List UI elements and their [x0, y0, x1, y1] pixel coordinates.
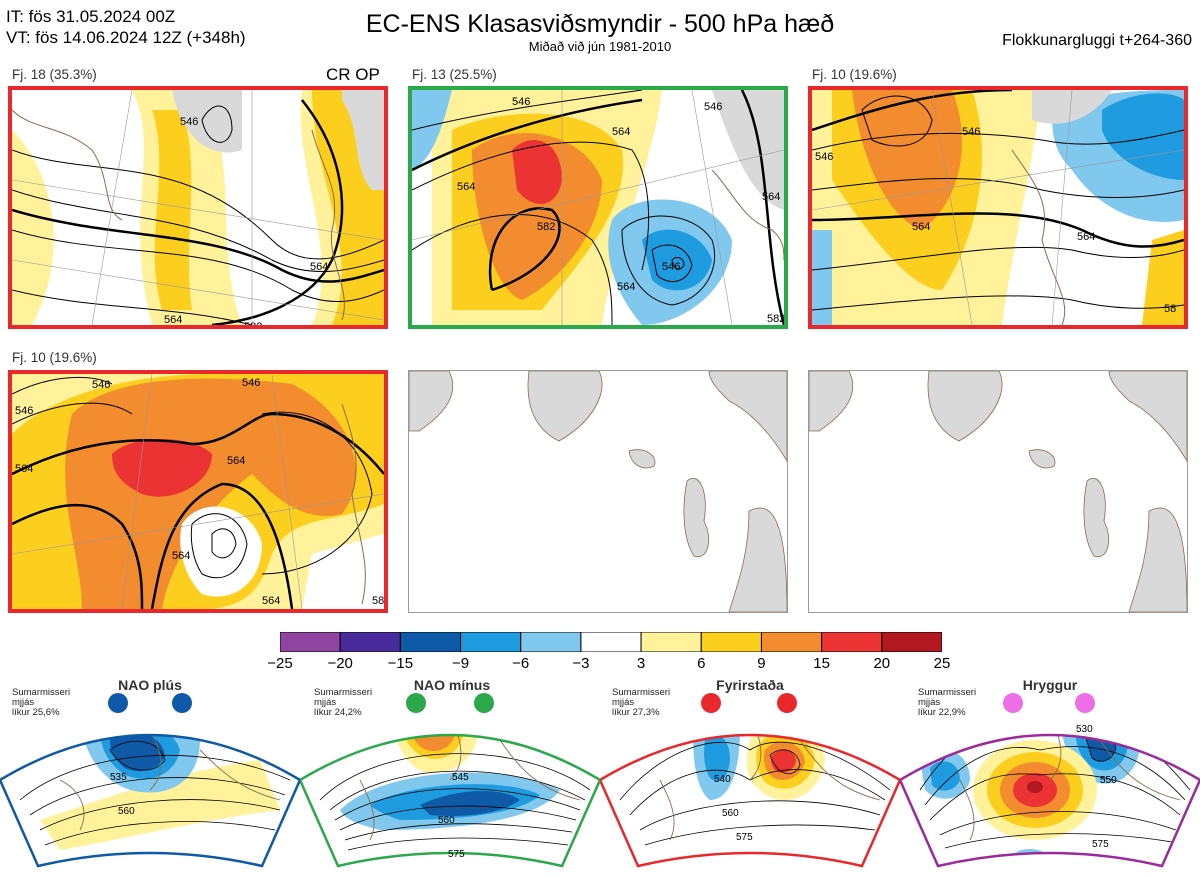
regime-3-note: Sumarmisseri mjjás líkur 27,3% [612, 687, 671, 718]
panel-2-contour-label: 564 [762, 191, 780, 203]
colorbar-swatch [399, 631, 462, 653]
regime-4-note: Sumarmisseri mjjás líkur 22,9% [918, 687, 977, 718]
regime-1-title: NAO plús [118, 677, 182, 693]
panel-3-contour-label: 546 [815, 151, 833, 163]
colorbar-tick-label: 25 [933, 655, 951, 672]
colorbar-swatches [279, 631, 943, 653]
colorbar-tick-label: −20 [327, 655, 353, 672]
panel-2-contour-label: 564 [457, 181, 475, 193]
panel-2-contour-label: 582 [537, 221, 555, 233]
classification-window: Flokkunargluggi t+264-360 [1002, 32, 1192, 49]
regime-1-note: Sumarmisseri mjjás líkur 25,6% [12, 687, 71, 718]
cluster-map-3: 546 546 564 564 58 [812, 90, 1184, 325]
regime-3-title: Fyrirstaða [716, 677, 784, 693]
colorbar-swatch [279, 631, 341, 653]
regime-1-contour-label: 535 [110, 772, 127, 783]
page-title: EC-ENS Klasasviðsmyndir - 500 hPa hæð [365, 10, 835, 38]
regime-4-map: 530 550 575 [898, 690, 1200, 871]
colorbar-swatch [821, 631, 883, 653]
regime-3-map: 540 560 575 [598, 690, 902, 871]
panel-4-contour-label: 582 [372, 595, 384, 607]
valid-time: VT: fös 14.06.2024 12Z (+348h) [6, 28, 246, 47]
panel-1-crop-tag: CR OP [326, 65, 380, 84]
panel-2-contour-label: 582 [767, 313, 784, 325]
panel-4-contour-label: 564 [227, 455, 245, 467]
panel-1-label: Fj. 18 (35.3%) [12, 67, 97, 82]
regime-3-contour-label: 575 [736, 832, 753, 843]
regime-2-note: Sumarmisseri mjjás líkur 24,2% [314, 687, 373, 718]
panel-2-contour-label: 546 [662, 261, 680, 273]
blank-base-map-1 [409, 371, 787, 612]
panel-2-contour-label: 564 [612, 126, 630, 138]
empty-map-panel-2 [808, 370, 1188, 613]
colorbar-swatch [460, 631, 522, 653]
panel-3-contour-label: 564 [1077, 231, 1095, 243]
regime-3-contour-label: 560 [722, 808, 739, 819]
blank-base-map-2 [809, 371, 1187, 612]
colorbar-swatch [339, 631, 401, 653]
regime-4-contour-label: 575 [1092, 839, 1109, 850]
regime-4-contour-label: 550 [1100, 775, 1117, 786]
cluster-panel-4: 546 546 546 564 564 564 564 582 [8, 370, 388, 613]
panel-2-label: Fj. 13 (25.5%) [412, 67, 497, 82]
colorbar-swatch [881, 631, 943, 653]
colorbar-swatch [700, 631, 762, 653]
regime-1-contour-label: 560 [118, 806, 135, 817]
colorbar-swatch [580, 631, 642, 653]
colorbar-tick-label: 15 [813, 655, 830, 672]
colorbar-swatch [760, 631, 823, 653]
colorbar-tick-label: 6 [697, 655, 706, 672]
colorbar-swatch [520, 631, 582, 653]
panel-2-contour-label: 546 [704, 101, 722, 113]
panel-4-contour-label: 546 [242, 377, 260, 389]
colorbar-tick-label: 20 [873, 655, 891, 672]
panel-2-contour-label: 564 [617, 281, 635, 293]
colorbar-tick-label: 9 [757, 655, 766, 672]
colorbar-tick-label: −6 [512, 655, 530, 672]
panel-3-contour-label: 546 [962, 126, 980, 138]
cluster-map-1: 546 564 564 582 [12, 90, 384, 325]
regime-2-contour-label: 560 [438, 815, 455, 826]
panel-4-contour-label: 546 [15, 405, 33, 417]
panel-3-label: Fj. 10 (19.6%) [812, 67, 897, 82]
colorbar-tick-label: −9 [451, 655, 470, 672]
colorbar-tick-label: −15 [387, 655, 414, 672]
cluster-panel-3: 546 546 564 564 58 [808, 86, 1188, 329]
colorbar-swatch [640, 631, 702, 653]
colorbar-tick-label: −3 [572, 655, 590, 672]
colorbar [279, 631, 943, 653]
page-subtitle: Miðað við jún 1981-2010 [528, 39, 672, 54]
panel-3-contour-label: 564 [912, 221, 930, 233]
colorbar-tick-label: 3 [636, 655, 646, 672]
panel-1-contour-label: 582 [244, 321, 262, 325]
header-info: IT: fös 31.05.2024 00Z VT: fös 14.06.202… [6, 6, 246, 48]
panel-1-contour-label: 546 [180, 116, 198, 128]
cluster-panel-2: 546 546 564 564 564 582 546 564 582 [408, 86, 788, 329]
regime-2-contour-label: 545 [452, 772, 469, 783]
cluster-map-2: 546 546 564 564 564 582 546 564 582 [412, 90, 784, 325]
panel-4-contour-label: 546 [92, 379, 110, 391]
cluster-panel-1: 546 564 564 582 [8, 86, 388, 329]
panel-4-label: Fj. 10 (19.6%) [12, 350, 97, 365]
panel-3-contour-label: 58 [1164, 303, 1176, 315]
panel-4-contour-label: 564 [262, 595, 280, 607]
panel-4-contour-label: 564 [15, 463, 33, 475]
cluster-map-4: 546 546 546 564 564 564 564 582 [12, 374, 384, 609]
regime-4-contour-label: 530 [1076, 724, 1093, 735]
regime-1-map: 535 560 [0, 690, 302, 871]
panel-4-contour-label: 564 [172, 550, 190, 562]
regime-2-map: 545 560 575 [298, 690, 602, 871]
panel-2-contour-label: 546 [512, 96, 530, 108]
regime-4-title: Hryggur [1022, 677, 1078, 693]
regime-2-contour-label: 575 [448, 849, 465, 860]
regime-2-title: NAO mínus [413, 677, 491, 693]
initial-time: IT: fös 31.05.2024 00Z [6, 7, 176, 26]
colorbar-tick-label: −25 [267, 655, 293, 672]
panel-1-contour-label: 564 [310, 261, 328, 273]
colorbar-ticks: −25 −20 −15 −9 −6 −3 3 6 9 15 20 25 [267, 655, 950, 675]
panel-1-contour-label: 564 [164, 314, 182, 325]
empty-map-panel-1 [408, 370, 788, 613]
regime-3-contour-label: 540 [714, 774, 731, 785]
